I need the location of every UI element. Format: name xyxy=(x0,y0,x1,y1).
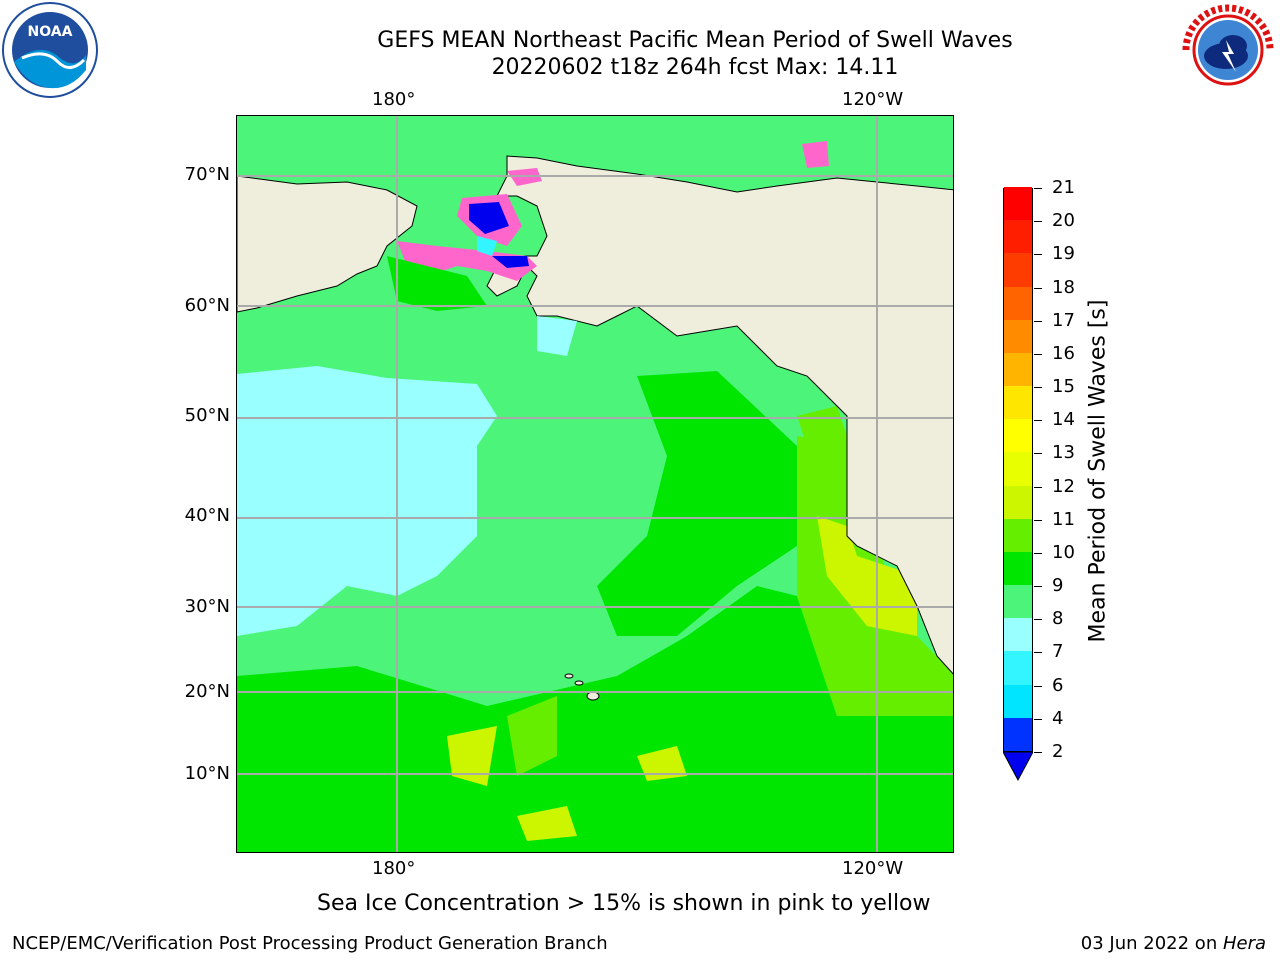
colorbar-segment xyxy=(1004,485,1032,519)
lat-label-60n: 60°N xyxy=(184,295,230,316)
colorbar-segment xyxy=(1004,551,1032,586)
colorbar-tick-label: 4 xyxy=(1052,707,1064,729)
svg-text:NOAA: NOAA xyxy=(28,24,73,40)
colorbar-tick xyxy=(1034,387,1042,389)
colorbar-tick-label: 16 xyxy=(1052,342,1075,364)
colorbar-tick-label: 12 xyxy=(1052,475,1075,497)
colorbar-tick-label: 14 xyxy=(1052,409,1075,431)
colorbar-segment xyxy=(1004,684,1032,718)
colorbar xyxy=(1003,186,1033,752)
nws-logo xyxy=(1178,0,1280,104)
footer-date: 03 Jun 2022 on Hera xyxy=(1081,933,1266,954)
noaa-logo: NOAA xyxy=(0,0,105,109)
lon-label-bottom-180: 180° xyxy=(372,858,416,879)
colorbar-segment xyxy=(1004,352,1032,387)
lat-label-20n: 20°N xyxy=(184,681,230,702)
colorbar-tick xyxy=(1034,287,1042,289)
colorbar-segment xyxy=(1004,219,1032,254)
colorbar-tick xyxy=(1034,586,1042,588)
lat-label-30n: 30°N xyxy=(184,596,230,617)
colorbar-tick-label: 11 xyxy=(1052,508,1075,530)
colorbar-tick xyxy=(1034,552,1042,554)
colorbar-tick xyxy=(1034,188,1042,189)
colorbar-tick-label: 7 xyxy=(1052,641,1064,663)
colorbar-tick xyxy=(1034,752,1042,753)
colorbar-tick xyxy=(1034,453,1042,455)
colorbar-segment xyxy=(1004,518,1032,552)
lat-label-50n: 50°N xyxy=(184,405,230,426)
colorbar-tick-label: 18 xyxy=(1052,276,1075,298)
colorbar-tick xyxy=(1034,652,1042,654)
colorbar-extend-arrow xyxy=(1003,752,1033,782)
lon-label-top-180: 180° xyxy=(372,89,416,110)
colorbar-tick xyxy=(1034,420,1042,422)
swell-period-field xyxy=(237,116,953,852)
lat-label-70n: 70°N xyxy=(184,164,230,185)
colorbar-tick-label: 13 xyxy=(1052,442,1075,464)
colorbar-tick-label: 19 xyxy=(1052,243,1075,265)
colorbar-tick xyxy=(1034,486,1042,488)
colorbar-tick-label: 21 xyxy=(1052,177,1075,198)
colorbar-tick-label: 9 xyxy=(1052,575,1064,597)
colorbar-tick-label: 6 xyxy=(1052,674,1064,696)
colorbar-tick xyxy=(1034,685,1042,687)
colorbar-segment xyxy=(1004,319,1032,353)
colorbar-title: Mean Period of Swell Waves [s] xyxy=(1085,299,1111,643)
chart-title: GEFS MEAN Northeast Pacific Mean Period … xyxy=(377,28,1013,53)
chart-subtitle: 20220602 t18z 264h fcst Max: 14.11 xyxy=(491,55,899,80)
footer-branch: NCEP/EMC/Verification Post Processing Pr… xyxy=(12,933,608,954)
colorbar-segment xyxy=(1004,451,1032,486)
colorbar-tick-label: 10 xyxy=(1052,541,1075,563)
colorbar-tick xyxy=(1034,619,1042,621)
lon-label-bottom-120w: 120°W xyxy=(842,858,904,879)
colorbar-segment xyxy=(1004,186,1032,221)
colorbar-tick-label: 17 xyxy=(1052,309,1075,331)
colorbar-tick xyxy=(1034,221,1042,223)
colorbar-segment xyxy=(1004,650,1032,685)
footer-host: Hera xyxy=(1222,933,1266,954)
sea-ice-note: Sea Ice Concentration > 15% is shown in … xyxy=(317,891,931,916)
colorbar-segment xyxy=(1004,286,1032,320)
colorbar-segment xyxy=(1004,584,1032,619)
footer-date-text: 03 Jun 2022 on xyxy=(1080,933,1223,954)
map-panel xyxy=(236,115,954,853)
colorbar-segment xyxy=(1004,617,1032,652)
lat-label-10n: 10°N xyxy=(184,763,230,784)
colorbar-tick xyxy=(1034,718,1042,720)
lon-label-top-120w: 120°W xyxy=(842,89,904,110)
colorbar-tick-label: 15 xyxy=(1052,376,1075,398)
colorbar-segment xyxy=(1004,252,1032,287)
colorbar-tick xyxy=(1034,254,1042,256)
colorbar-tick-label: 20 xyxy=(1052,210,1075,232)
colorbar-segment xyxy=(1004,717,1032,751)
colorbar-segment xyxy=(1004,418,1032,453)
colorbar-tick xyxy=(1034,353,1042,355)
lat-label-40n: 40°N xyxy=(184,505,230,526)
colorbar-tick-label: 8 xyxy=(1052,608,1064,630)
colorbar-segment xyxy=(1004,385,1032,420)
colorbar-tick xyxy=(1034,320,1042,322)
colorbar-tick xyxy=(1034,519,1042,521)
colorbar-tick-label: 2 xyxy=(1052,741,1064,762)
